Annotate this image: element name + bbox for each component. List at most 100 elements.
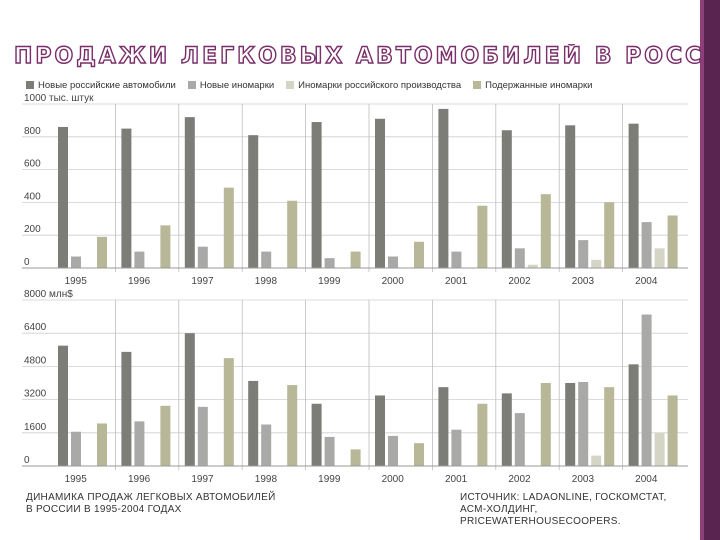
bar [591, 455, 602, 466]
y-tick-label: 200 [24, 224, 41, 235]
bar [58, 345, 68, 466]
x-tick-label: 1995 [65, 276, 88, 287]
bar [350, 449, 361, 466]
y-tick-label: 600 [24, 159, 41, 170]
slide-edge-accent [700, 0, 704, 540]
bar [501, 393, 512, 466]
bar [121, 351, 132, 466]
bar [388, 256, 398, 268]
bar [451, 429, 462, 466]
y-tick-label: 0 [24, 257, 30, 268]
bar [121, 128, 132, 268]
bar [388, 435, 398, 466]
x-tick-label: 2004 [635, 276, 658, 287]
bar [375, 118, 385, 268]
bar [58, 126, 68, 269]
bar [311, 403, 322, 466]
bar [261, 424, 272, 466]
x-tick-label: 1999 [318, 474, 341, 485]
x-tick-label: 2003 [572, 276, 595, 287]
y-tick-label: 6400 [24, 322, 47, 333]
bar [287, 385, 298, 466]
legend-label: Новые российские автомобили [38, 79, 176, 91]
bar [565, 125, 576, 268]
x-tick-label: 1995 [65, 474, 88, 485]
slide-edge-band [704, 0, 720, 540]
bar [97, 423, 107, 466]
source-line: АСМ-ХОЛДИНГ, PRICEWATERHOUSECOOPERS. [460, 504, 621, 527]
bar [223, 358, 234, 466]
bar [134, 421, 145, 466]
x-tick-label: 1997 [191, 276, 214, 287]
bar [641, 222, 652, 268]
bar [350, 251, 361, 268]
bar [438, 387, 449, 466]
x-tick-label: 1999 [318, 276, 341, 287]
legend-swatch [473, 81, 482, 89]
source-line: ИСТОЧНИК: LADAONLINE, ГОСКОМСТАТ, [460, 492, 667, 503]
y-tick-label: 800 [24, 126, 41, 137]
bar [414, 443, 424, 466]
bar [604, 202, 615, 268]
bar [514, 248, 525, 268]
x-tick-label: 1997 [191, 474, 214, 485]
bar [578, 381, 589, 466]
legend-item: Иномарки российского производства [286, 80, 461, 91]
chart-caption: ДИНАМИКА ПРОДАЖ ЛЕГКОВЫХ АВТОМОБИЛЕЙ В Р… [26, 492, 346, 516]
legend-item: Новые иномарки [187, 79, 275, 91]
bar [261, 251, 272, 268]
bar [324, 436, 335, 466]
bar [184, 333, 195, 466]
bar [667, 395, 678, 466]
legend-swatch [187, 81, 196, 89]
x-tick-label: 1996 [128, 276, 151, 287]
x-tick-label: 2002 [508, 276, 531, 287]
y-tick-label: 8000 млн$ [24, 289, 73, 300]
bar [197, 246, 208, 268]
bar [248, 380, 259, 466]
legend-label: Иномарки российского производства [298, 79, 462, 91]
y-tick-label: 4800 [24, 355, 47, 366]
y-tick-label: 1000 тыс. штук [24, 93, 94, 104]
legend-swatch [26, 81, 34, 89]
bar [540, 194, 551, 268]
x-tick-label: 2001 [445, 474, 468, 485]
bar [71, 256, 81, 268]
bar [324, 258, 335, 268]
y-tick-label: 0 [24, 455, 30, 466]
bar [375, 395, 385, 466]
x-tick-label: 1998 [255, 276, 278, 287]
bar [667, 215, 678, 268]
legend-label: Новые иномарки [199, 79, 275, 91]
bar [604, 387, 615, 466]
legend-swatch [286, 81, 295, 89]
chart-source: ИСТОЧНИК: LADAONLINE, ГОСКОМСТАТ, АСМ-ХО… [460, 492, 700, 528]
bar [311, 122, 322, 268]
bar [527, 264, 538, 268]
bar [477, 403, 488, 466]
bar [654, 248, 665, 268]
bar [160, 405, 171, 466]
x-tick-label: 2000 [382, 276, 405, 287]
x-tick-label: 2003 [572, 474, 595, 485]
legend-label: Подержанные иномарки [485, 79, 593, 91]
x-tick-label: 2002 [508, 474, 531, 485]
bar [654, 432, 665, 466]
bar [438, 108, 449, 268]
x-tick-label: 1998 [255, 474, 278, 485]
x-tick-label: 2004 [635, 474, 658, 485]
bar [414, 241, 424, 268]
y-tick-label: 3200 [24, 389, 47, 400]
bar [248, 135, 259, 268]
bar [160, 225, 171, 268]
legend-item: Новые российские автомобили [26, 80, 176, 91]
bar [97, 236, 107, 268]
x-tick-label: 2001 [445, 276, 468, 287]
bar [565, 383, 576, 466]
bar [451, 251, 462, 268]
legend-item: Подержанные иномарки [473, 80, 592, 91]
x-tick-label: 1996 [128, 474, 151, 485]
y-tick-label: 1600 [24, 422, 47, 433]
bar [197, 406, 208, 466]
